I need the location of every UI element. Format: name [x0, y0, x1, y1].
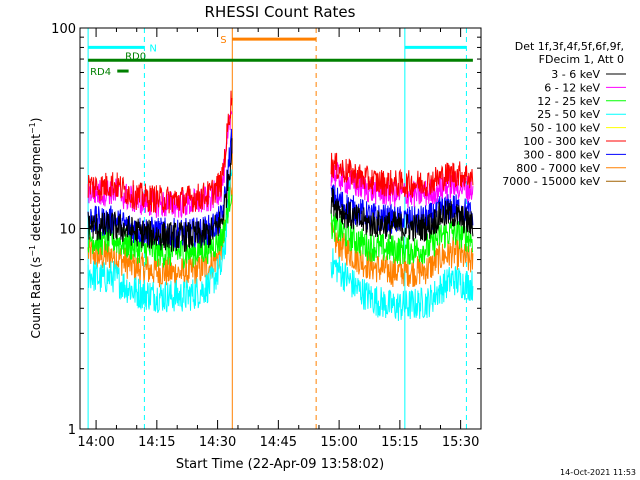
x-tick-label: 14:45	[260, 435, 297, 450]
legend-label: 3 - 6 keV	[551, 68, 600, 81]
y-axis: 1 10 100	[51, 22, 481, 438]
x-tick-label: 15:15	[381, 435, 418, 450]
series-line	[87, 90, 233, 214]
saa-label: S	[220, 35, 226, 46]
legend: Det 1f,3f,4f,5f,6f,9f, FDecim 1, Att 0 3…	[502, 40, 626, 188]
series-layer	[87, 90, 474, 322]
legend-label: 25 - 50 keV	[537, 108, 600, 121]
x-tick-label: 14:30	[199, 435, 236, 450]
series-line	[330, 209, 474, 265]
x-axis: 14:00 14:15 14:30 14:45 15:00 15:15 15:30	[77, 28, 482, 450]
series-line	[330, 152, 474, 199]
series-line	[330, 222, 474, 288]
y-tick-label: 10	[59, 223, 76, 238]
legend-label: 300 - 800 keV	[523, 148, 600, 161]
series-line	[87, 138, 233, 252]
y-axis-label: Count Rate (s−1 detector segment−1)	[28, 118, 43, 339]
legend-label: 6 - 12 keV	[544, 81, 600, 94]
legend-label: 50 - 100 keV	[530, 122, 600, 135]
series-line	[330, 187, 474, 242]
series-line	[87, 169, 233, 314]
legend-header-attenuator: FDecim 1, Att 0	[539, 53, 624, 66]
generation-timestamp: 14-Oct-2021 11:53	[560, 468, 636, 477]
x-tick-label: 15:00	[320, 435, 357, 450]
x-tick-label: 14:15	[138, 435, 175, 450]
x-tick-label: 15:30	[442, 435, 479, 450]
night-label: N	[149, 43, 156, 54]
series-line	[87, 186, 233, 270]
x-tick-label: 14:00	[77, 435, 114, 450]
legend-header-detectors: Det 1f,3f,4f,5f,6f,9f,	[515, 40, 624, 53]
x-axis-label: Start Time (22-Apr-09 13:58:02)	[176, 457, 384, 472]
legend-label: 7000 - 15000 keV	[502, 175, 600, 188]
legend-label: 12 - 25 keV	[537, 95, 600, 108]
legend-label: 800 - 7000 keV	[516, 162, 600, 175]
series-line	[330, 248, 474, 322]
legend-label: 100 - 300 keV	[523, 135, 600, 148]
chart-title: RHESSI Count Rates	[205, 3, 356, 21]
y-tick-label: 1	[68, 423, 76, 438]
y-tick-label: 100	[51, 22, 76, 37]
decimation-label-2: RD4	[90, 67, 111, 78]
decimation-label: RD0	[125, 51, 146, 62]
